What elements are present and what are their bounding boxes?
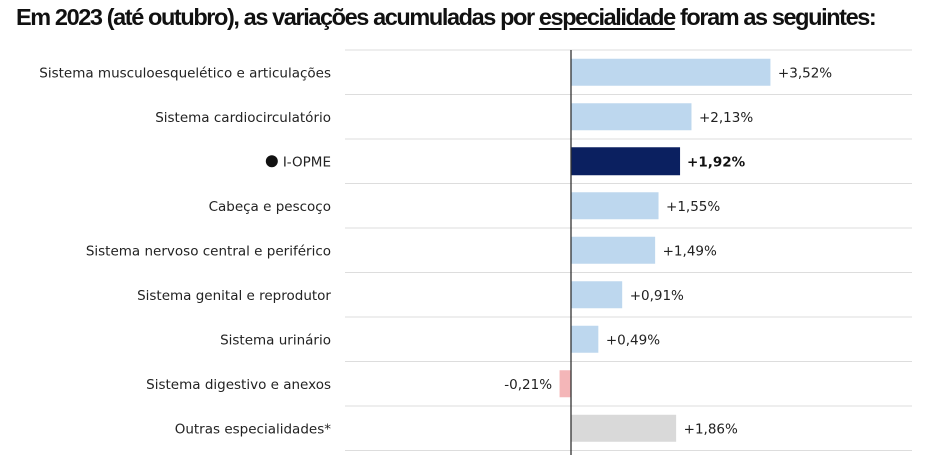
category-label: Sistema nervoso central e periférico <box>86 243 331 259</box>
value-label: +1,86% <box>684 421 738 437</box>
highlight-marker-icon <box>265 155 278 168</box>
bar <box>570 280 624 310</box>
bar <box>570 191 660 221</box>
bar <box>570 57 772 87</box>
value-label: +1,49% <box>663 243 717 259</box>
value-label: +0,91% <box>630 288 684 304</box>
chart-title: Em 2023 (até outubro), as variações acum… <box>16 4 877 31</box>
title-underlined-word: especialidade <box>538 4 676 30</box>
bar <box>571 147 681 176</box>
category-label: Sistema genital e reprodutor <box>137 288 331 304</box>
bar <box>570 324 600 354</box>
category-label: Outras especialidades* <box>175 421 332 437</box>
category-label: Sistema musculoesquelético e articulaçõe… <box>39 65 331 81</box>
category-label: Sistema cardiocirculatório <box>155 110 331 126</box>
value-label: +3,52% <box>778 65 832 81</box>
bar <box>570 235 657 265</box>
bar <box>570 413 678 443</box>
bar <box>558 369 572 399</box>
category-label: Cabeça e pescoço <box>209 199 331 215</box>
value-label: +1,92% <box>687 154 746 170</box>
value-label: +2,13% <box>699 110 753 126</box>
category-label: Sistema urinário <box>220 332 331 348</box>
value-label: -0,21% <box>504 377 552 393</box>
title-part-1: Em 2023 (até outubro), as variações acum… <box>16 4 539 30</box>
title-part-2: foram as seguintes: <box>674 4 877 30</box>
bar <box>570 102 693 132</box>
value-label: +0,49% <box>606 332 660 348</box>
category-label: I-OPME <box>283 154 331 170</box>
value-label: +1,55% <box>666 199 720 215</box>
category-label: Sistema digestivo e anexos <box>146 377 331 393</box>
